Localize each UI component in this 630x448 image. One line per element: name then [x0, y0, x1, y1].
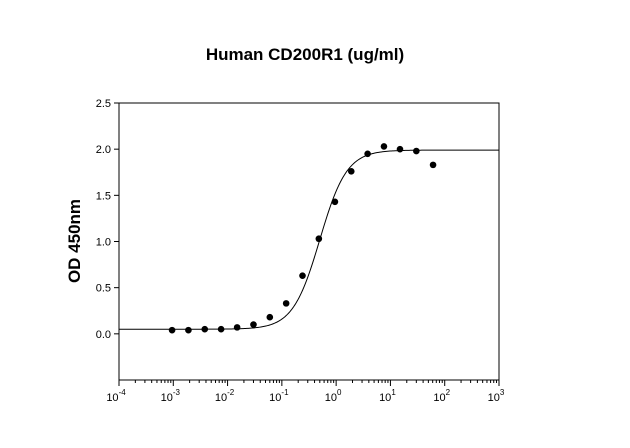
x-tick-label: 102 [433, 388, 450, 404]
x-tick-exponent: -1 [281, 388, 289, 397]
x-tick-label: 101 [379, 388, 396, 404]
x-axis: 10-4 10-3 10-2 10-1 100 101 102 103 [106, 380, 505, 404]
data-points [168, 143, 437, 334]
chart-title: Human CD200R1 (ug/ml) [206, 45, 404, 64]
data-point [266, 313, 274, 321]
x-tick-label: 100 [325, 388, 342, 404]
x-tick-base: 10 [488, 392, 500, 404]
plot-frame [118, 102, 500, 381]
data-point [331, 198, 339, 206]
data-point [168, 326, 176, 334]
x-tick-label: 103 [488, 388, 505, 404]
y-tick-label: 1.0 [96, 237, 111, 249]
x-tick-base: 10 [269, 392, 281, 404]
x-tick-exponent: 2 [446, 388, 451, 397]
data-point [380, 143, 388, 150]
data-point [429, 161, 437, 169]
x-tick-exponent: 0 [337, 388, 342, 397]
data-point [299, 272, 306, 279]
x-tick-exponent: 1 [391, 388, 396, 397]
y-tick-label: 0.5 [96, 283, 111, 295]
data-point [250, 321, 257, 328]
fit-curve [119, 149, 499, 330]
data-point [315, 235, 323, 243]
y-tick-label: 2.5 [96, 98, 111, 110]
y-tick-label: 2.0 [96, 144, 111, 156]
data-point [413, 147, 420, 155]
x-tick-exponent: -2 [227, 388, 235, 397]
x-tick-base: 10 [325, 392, 337, 404]
data-point [233, 324, 241, 331]
x-tick-label: 10-3 [161, 388, 181, 404]
y-axis: 0.0 0.5 1.0 1.5 2.0 2.5 [96, 98, 119, 341]
data-point [364, 150, 371, 158]
data-point [217, 325, 225, 333]
x-tick-base: 10 [379, 392, 391, 404]
x-tick-base: 10 [215, 392, 227, 404]
y-axis-label: OD 450nm [65, 199, 84, 283]
x-tick-exponent: 3 [500, 388, 505, 397]
data-point [282, 300, 290, 307]
x-tick-base: 10 [106, 392, 118, 404]
x-tick-label: 10-2 [215, 388, 235, 404]
data-point [201, 325, 209, 333]
data-point [185, 326, 192, 334]
x-tick-exponent: -3 [173, 388, 181, 397]
x-tick-label: 10-1 [269, 388, 289, 404]
data-point [347, 168, 355, 175]
data-point [396, 145, 404, 153]
x-tick-base: 10 [161, 392, 173, 404]
y-tick-label: 1.5 [96, 190, 111, 202]
x-tick-label: 10-4 [106, 388, 126, 404]
y-tick-label: 0.0 [96, 329, 111, 341]
x-tick-exponent: -4 [119, 388, 127, 397]
x-tick-base: 10 [433, 392, 445, 404]
